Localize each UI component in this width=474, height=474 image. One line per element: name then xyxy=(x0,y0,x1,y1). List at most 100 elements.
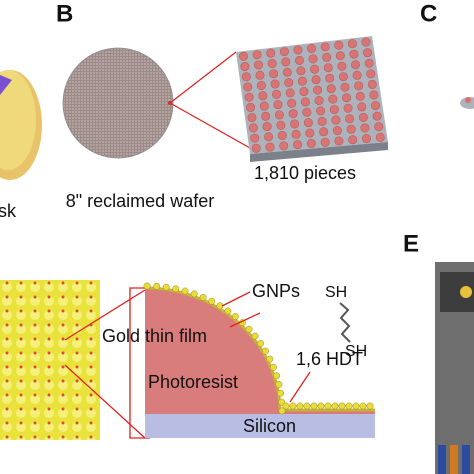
gnp xyxy=(338,402,346,410)
wafer-caption: 8" reclaimed wafer xyxy=(66,191,214,211)
pad xyxy=(239,51,249,61)
pad xyxy=(367,79,377,89)
pad xyxy=(293,140,303,150)
pad xyxy=(357,102,367,112)
gnp xyxy=(275,380,283,388)
pad xyxy=(243,82,253,92)
pad xyxy=(314,96,324,106)
pad xyxy=(346,124,356,134)
zoom-line xyxy=(169,51,237,104)
gnp-surface xyxy=(0,280,100,440)
pad xyxy=(351,60,361,70)
sh-top: SH xyxy=(325,284,347,301)
gnp xyxy=(282,402,290,410)
silicon-label: Silicon xyxy=(243,416,296,436)
pad xyxy=(342,93,352,103)
pad xyxy=(262,122,272,132)
instrument-slot xyxy=(462,445,470,474)
pad xyxy=(247,113,257,123)
pad xyxy=(343,103,353,113)
gnps-label: GNPs xyxy=(252,281,300,301)
pad xyxy=(325,73,335,83)
gnp xyxy=(278,407,286,415)
zoom-line xyxy=(64,364,146,439)
pad xyxy=(252,50,262,60)
instrument-slot xyxy=(438,445,446,474)
gnp xyxy=(345,402,353,410)
pad xyxy=(299,87,309,97)
zoom-line xyxy=(169,102,251,149)
gnp xyxy=(296,402,304,410)
pad xyxy=(347,39,357,49)
pad xyxy=(366,69,376,79)
pad xyxy=(279,47,289,57)
pad xyxy=(240,62,250,72)
pad xyxy=(331,115,341,125)
pad xyxy=(251,143,261,153)
pad xyxy=(241,72,251,82)
pad xyxy=(334,136,344,146)
gnp xyxy=(190,290,198,298)
pad xyxy=(303,118,313,128)
pad xyxy=(258,91,268,101)
pad xyxy=(372,111,382,121)
pad xyxy=(364,58,374,68)
pad xyxy=(284,78,294,88)
gnp xyxy=(181,287,189,295)
gnp xyxy=(162,283,170,291)
die-marker xyxy=(168,101,172,105)
pad xyxy=(269,69,279,79)
pad xyxy=(287,98,297,108)
gnp xyxy=(366,402,374,410)
gnp xyxy=(310,402,318,410)
pad xyxy=(274,110,284,120)
bracket xyxy=(129,287,150,439)
gnp xyxy=(231,313,239,320)
pad xyxy=(363,48,373,58)
gold-film-label: Gold thin film xyxy=(102,326,207,346)
pad xyxy=(332,126,342,136)
pad xyxy=(322,52,332,62)
pad xyxy=(358,112,368,122)
gnp xyxy=(257,339,265,347)
zoom-line xyxy=(64,289,146,341)
pad xyxy=(334,40,344,50)
pad xyxy=(311,75,321,85)
gnp xyxy=(359,402,367,410)
pad xyxy=(297,76,307,86)
panel-e: E xyxy=(403,230,474,474)
pad xyxy=(250,133,260,143)
caption-fragment: sk xyxy=(0,201,17,221)
panel-a: sk xyxy=(0,70,42,221)
pad xyxy=(276,120,286,130)
gnp xyxy=(153,282,161,290)
panel-label: B xyxy=(56,0,73,27)
gnp xyxy=(352,402,360,410)
pad xyxy=(369,90,379,100)
pad xyxy=(246,102,256,112)
gnp xyxy=(224,307,232,315)
gnp xyxy=(277,389,285,397)
pad xyxy=(348,135,358,145)
pad xyxy=(317,116,327,126)
pad xyxy=(360,123,370,133)
instrument-button xyxy=(460,286,472,298)
pad xyxy=(281,57,291,67)
chip-pad xyxy=(465,97,471,103)
pad xyxy=(335,51,345,61)
gnp xyxy=(199,293,207,301)
pointer xyxy=(289,371,311,403)
photoresist xyxy=(145,288,375,414)
pad xyxy=(362,134,372,144)
pad xyxy=(244,92,254,102)
pad xyxy=(349,49,359,59)
pad xyxy=(255,70,265,80)
pad xyxy=(293,45,303,55)
mask-marker xyxy=(0,75,12,95)
hdt-label: 1,6 HDT xyxy=(296,349,363,369)
gnp xyxy=(317,402,325,410)
pad xyxy=(279,141,289,151)
pad xyxy=(264,132,274,142)
pad xyxy=(261,111,271,121)
